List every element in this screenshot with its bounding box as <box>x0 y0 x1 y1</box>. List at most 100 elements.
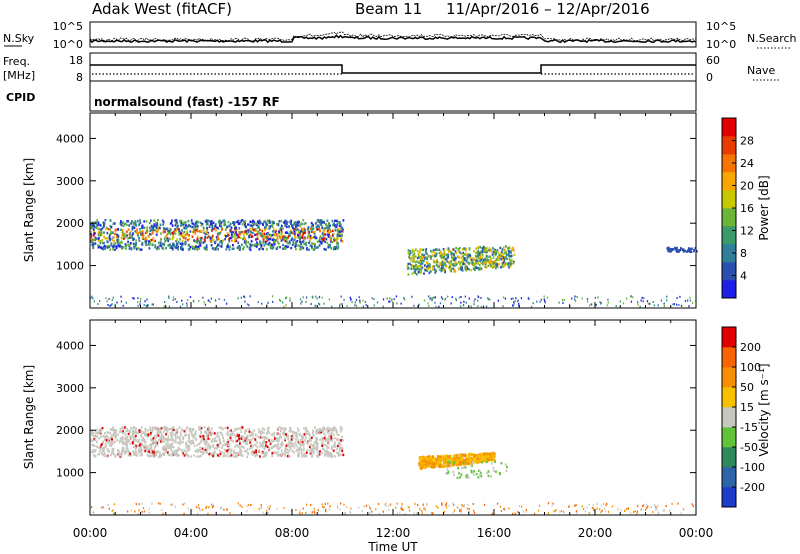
data-cell <box>191 440 194 443</box>
data-cell <box>219 224 221 227</box>
data-cell <box>339 453 342 457</box>
data-cell <box>261 445 264 448</box>
data-cell <box>106 240 109 243</box>
data-cell <box>281 238 284 241</box>
data-cell <box>289 220 291 224</box>
data-cell <box>125 436 127 439</box>
noise-cell <box>474 298 476 301</box>
data-cell <box>482 249 484 252</box>
data-cell <box>181 429 184 432</box>
noise-cell <box>323 302 325 305</box>
data-cell <box>451 252 454 255</box>
data-cell <box>204 448 207 451</box>
data-cell <box>240 454 243 457</box>
data-cell <box>210 439 213 443</box>
data-cell <box>210 220 213 223</box>
data-cell <box>245 442 247 445</box>
data-cell <box>248 234 250 238</box>
data-cell <box>145 239 148 242</box>
data-cell <box>443 456 446 459</box>
data-cell <box>492 247 494 250</box>
noise-cell <box>489 298 491 301</box>
data-cell <box>466 257 469 260</box>
data-cell <box>413 252 416 256</box>
noise-cell <box>413 304 415 307</box>
data-cell <box>204 247 207 251</box>
noise-cell <box>132 297 134 300</box>
noise-search-line <box>89 31 697 42</box>
data-cell <box>294 231 297 235</box>
data-cell <box>450 251 453 254</box>
data-cell <box>689 247 692 251</box>
data-cell <box>157 434 160 437</box>
data-cell <box>322 429 325 432</box>
data-cell <box>434 271 437 274</box>
data-cell <box>447 253 450 256</box>
noise-cell <box>671 502 673 505</box>
data-cell <box>111 434 113 437</box>
data-cell <box>281 444 283 447</box>
noise-cell <box>359 301 361 304</box>
data-cell <box>227 438 230 442</box>
data-cell <box>304 454 307 457</box>
data-cell <box>333 436 336 440</box>
data-cell <box>221 433 224 437</box>
data-cell <box>138 449 141 452</box>
noise-cell <box>589 304 591 307</box>
power-colorbar-label: Power [dB] <box>757 175 771 240</box>
noise-cell <box>107 504 109 507</box>
noise-cell <box>282 301 284 304</box>
noise-cell <box>599 301 601 304</box>
data-cell <box>332 233 335 236</box>
data-cell <box>91 440 94 443</box>
data-cell <box>310 221 313 225</box>
data-cell <box>152 437 155 440</box>
noise-cell <box>323 506 325 509</box>
data-cell <box>342 219 345 222</box>
data-cell <box>319 429 322 432</box>
x-tick-label: 04:00 <box>174 526 209 540</box>
data-cell <box>426 262 429 265</box>
data-cell <box>92 224 95 228</box>
data-cell <box>264 446 266 449</box>
noise-cell <box>125 301 127 304</box>
data-cell <box>115 435 118 438</box>
data-cell <box>208 432 211 435</box>
data-cell <box>134 438 137 441</box>
data-cell <box>192 222 194 225</box>
noise-cell <box>678 304 680 306</box>
data-cell <box>472 267 475 270</box>
data-cell <box>198 442 201 445</box>
noise-cell <box>377 503 380 505</box>
data-cell <box>296 227 299 231</box>
data-cell <box>493 455 496 458</box>
data-cell <box>339 234 342 238</box>
data-cell <box>458 256 461 259</box>
data-cell <box>420 268 423 271</box>
noise-cell <box>396 502 398 505</box>
data-cell <box>136 453 139 457</box>
data-cell <box>133 226 136 229</box>
data-cell <box>211 229 213 232</box>
data-cell <box>506 253 508 256</box>
data-cell <box>94 449 97 452</box>
data-cell <box>329 451 331 455</box>
data-cell <box>272 444 275 448</box>
data-cell <box>133 439 136 442</box>
data-cell <box>178 426 181 429</box>
data-cell <box>468 455 471 458</box>
noise-cell <box>144 300 146 303</box>
noise-cell <box>207 512 209 515</box>
data-cell <box>457 466 459 470</box>
noise-cell <box>196 512 199 515</box>
noise-cell <box>399 511 401 514</box>
noise-cell <box>657 504 659 507</box>
data-cell <box>228 248 231 251</box>
data-cell <box>100 446 103 449</box>
data-cell <box>185 451 188 454</box>
data-cell <box>101 453 104 456</box>
data-cell <box>430 460 433 463</box>
data-cell <box>112 452 115 455</box>
data-cell <box>271 220 274 223</box>
data-cell <box>250 443 252 446</box>
